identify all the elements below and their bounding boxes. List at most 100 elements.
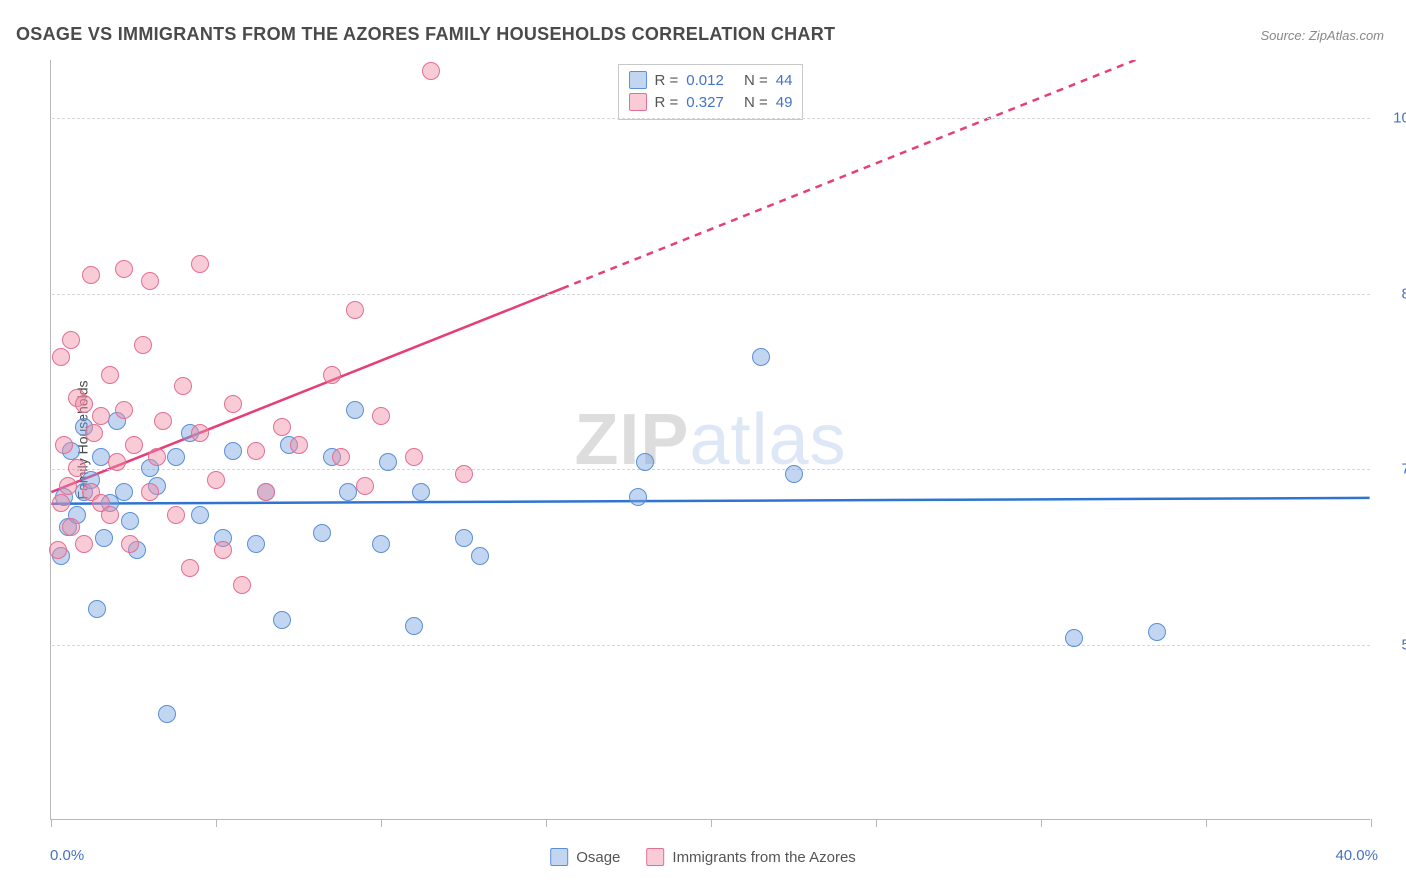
scatter-point [191, 424, 209, 442]
watermark-atlas: atlas [689, 400, 846, 480]
x-tick [381, 819, 382, 827]
watermark: ZIPatlas [574, 399, 846, 481]
x-tick [546, 819, 547, 827]
y-tick-label: 85.0% [1374, 285, 1406, 302]
scatter-point [125, 436, 143, 454]
scatter-point [141, 483, 159, 501]
scatter-point [52, 348, 70, 366]
swatch-azores [629, 93, 647, 111]
scatter-point [290, 436, 308, 454]
scatter-point [134, 336, 152, 354]
legend-item-azores: Immigrants from the Azores [646, 848, 855, 866]
n-label: N = [744, 94, 768, 111]
r-value-azores: 0.327 [686, 94, 724, 111]
x-tick [1206, 819, 1207, 827]
scatter-point [247, 442, 265, 460]
scatter-point [346, 301, 364, 319]
scatter-point [158, 705, 176, 723]
stats-row-azores: R = 0.327 N = 49 [629, 91, 793, 113]
scatter-point [346, 401, 364, 419]
x-tick [51, 819, 52, 827]
scatter-point [224, 442, 242, 460]
swatch-osage [629, 71, 647, 89]
scatter-point [174, 377, 192, 395]
x-tick [711, 819, 712, 827]
legend-label-azores: Immigrants from the Azores [672, 849, 855, 866]
scatter-point [75, 395, 93, 413]
scatter-point [247, 535, 265, 553]
y-tick-label: 100.0% [1374, 110, 1406, 127]
scatter-point [785, 465, 803, 483]
stats-row-osage: R = 0.012 N = 44 [629, 69, 793, 91]
scatter-point [752, 348, 770, 366]
legend-swatch-osage [550, 848, 568, 866]
scatter-point [101, 506, 119, 524]
scatter-point [191, 506, 209, 524]
scatter-point [141, 272, 159, 290]
x-tick [1041, 819, 1042, 827]
x-axis-max-label: 40.0% [1335, 847, 1378, 864]
stats-box: R = 0.012 N = 44 R = 0.327 N = 49 [618, 64, 804, 120]
scatter-point [82, 266, 100, 284]
x-tick [876, 819, 877, 827]
scatter-point [181, 559, 199, 577]
scatter-point [62, 331, 80, 349]
legend-item-osage: Osage [550, 848, 620, 866]
y-tick-label: 70.0% [1374, 461, 1406, 478]
scatter-point [148, 448, 166, 466]
r-value-osage: 0.012 [686, 72, 724, 89]
scatter-point [313, 524, 331, 542]
scatter-point [332, 448, 350, 466]
scatter-point [115, 483, 133, 501]
r-label: R = [655, 72, 679, 89]
scatter-point [85, 424, 103, 442]
legend-label-osage: Osage [576, 849, 620, 866]
scatter-point [108, 453, 126, 471]
trend-lines-layer [51, 60, 1370, 819]
scatter-point [92, 448, 110, 466]
n-value-azores: 49 [776, 94, 793, 111]
scatter-point [339, 483, 357, 501]
plot-area: Family Households ZIPatlas R = 0.012 N =… [50, 60, 1370, 820]
scatter-point [55, 436, 73, 454]
scatter-point [412, 483, 430, 501]
n-value-osage: 44 [776, 72, 793, 89]
scatter-point [233, 576, 251, 594]
scatter-point [167, 506, 185, 524]
scatter-point [207, 471, 225, 489]
gridline [52, 469, 1370, 470]
scatter-point [257, 483, 275, 501]
scatter-point [92, 407, 110, 425]
scatter-point [191, 255, 209, 273]
scatter-point [1065, 629, 1083, 647]
scatter-point [356, 477, 374, 495]
scatter-point [273, 418, 291, 436]
scatter-point [95, 529, 113, 547]
scatter-point [68, 459, 86, 477]
scatter-point [101, 366, 119, 384]
x-axis-min-label: 0.0% [50, 847, 84, 864]
scatter-point [372, 407, 390, 425]
scatter-point [121, 512, 139, 530]
gridline [52, 645, 1370, 646]
scatter-point [636, 453, 654, 471]
scatter-point [422, 62, 440, 80]
scatter-point [115, 260, 133, 278]
scatter-point [115, 401, 133, 419]
legend-swatch-azores [646, 848, 664, 866]
scatter-point [629, 488, 647, 506]
scatter-point [455, 529, 473, 547]
scatter-point [59, 477, 77, 495]
scatter-point [471, 547, 489, 565]
scatter-point [62, 518, 80, 536]
trend-line [51, 288, 562, 492]
gridline [52, 118, 1370, 119]
watermark-zip: ZIP [574, 400, 689, 480]
scatter-point [323, 366, 341, 384]
x-tick [1371, 819, 1372, 827]
scatter-point [405, 448, 423, 466]
gridline [52, 294, 1370, 295]
y-tick-label: 55.0% [1374, 636, 1406, 653]
scatter-point [372, 535, 390, 553]
scatter-point [405, 617, 423, 635]
